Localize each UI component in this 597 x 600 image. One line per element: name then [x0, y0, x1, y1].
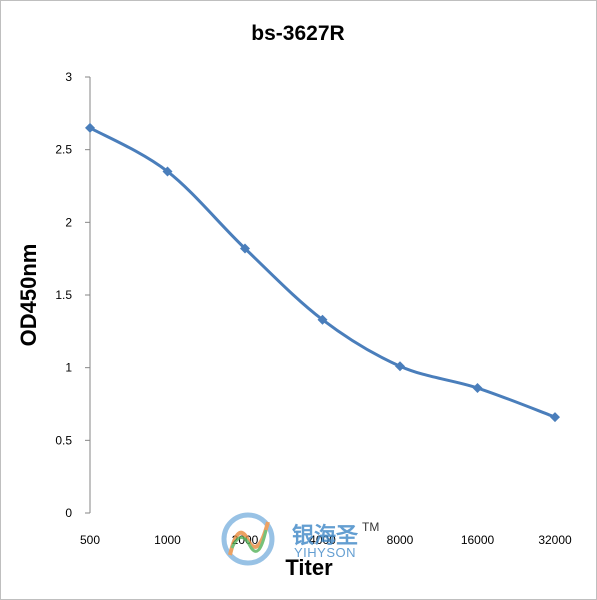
x-ticks: 500 1000 2000 4000 8000 16000 32000 [80, 533, 572, 547]
y-tick-label: 2 [65, 215, 72, 229]
x-tick-label: 8000 [387, 533, 414, 547]
series-line [88, 126, 557, 419]
y-axis-title: OD450nm [16, 244, 41, 347]
data-point-marker [472, 383, 483, 394]
y-tick-label: 0.5 [55, 433, 72, 447]
data-point-marker [162, 166, 173, 177]
watermark-logo-wave-icon-2 [230, 529, 268, 553]
series-markers [85, 122, 560, 423]
data-point-marker [395, 361, 405, 372]
data-point-marker [85, 122, 95, 133]
y-axis-title-group: OD450nm [16, 244, 41, 347]
watermark-logo: 银海圣 TM YIHYSON [221, 512, 379, 566]
x-tick-label: 1000 [154, 533, 181, 547]
data-point-marker [550, 412, 560, 423]
watermark-logo-wave-icon [228, 521, 270, 556]
data-point-marker [240, 243, 250, 254]
x-tick-label: 4000 [309, 533, 336, 547]
watermark-logo-ring-icon [221, 512, 275, 566]
y-tick-label: 1.5 [55, 288, 72, 302]
chart-title: bs-3627R [251, 22, 344, 45]
watermark-brand-cn: 银海圣 [292, 523, 359, 549]
watermark-trademark: TM [362, 520, 379, 534]
x-tick-label: 500 [80, 533, 100, 547]
y-ticks: 0 0.5 1 1.5 2 2.5 3 [55, 70, 90, 520]
x-axis-title: Titer [285, 555, 333, 580]
y-tick-label: 1 [65, 361, 72, 375]
y-tick-label: 3 [65, 70, 72, 84]
y-tick-label: 0 [65, 506, 72, 520]
watermark-brand-en: YIHYSON [294, 545, 356, 560]
y-tick-label: 2.5 [55, 143, 72, 157]
x-tick-label: 32000 [538, 533, 572, 547]
x-tick-label: 16000 [461, 533, 495, 547]
data-point-marker [317, 314, 328, 325]
